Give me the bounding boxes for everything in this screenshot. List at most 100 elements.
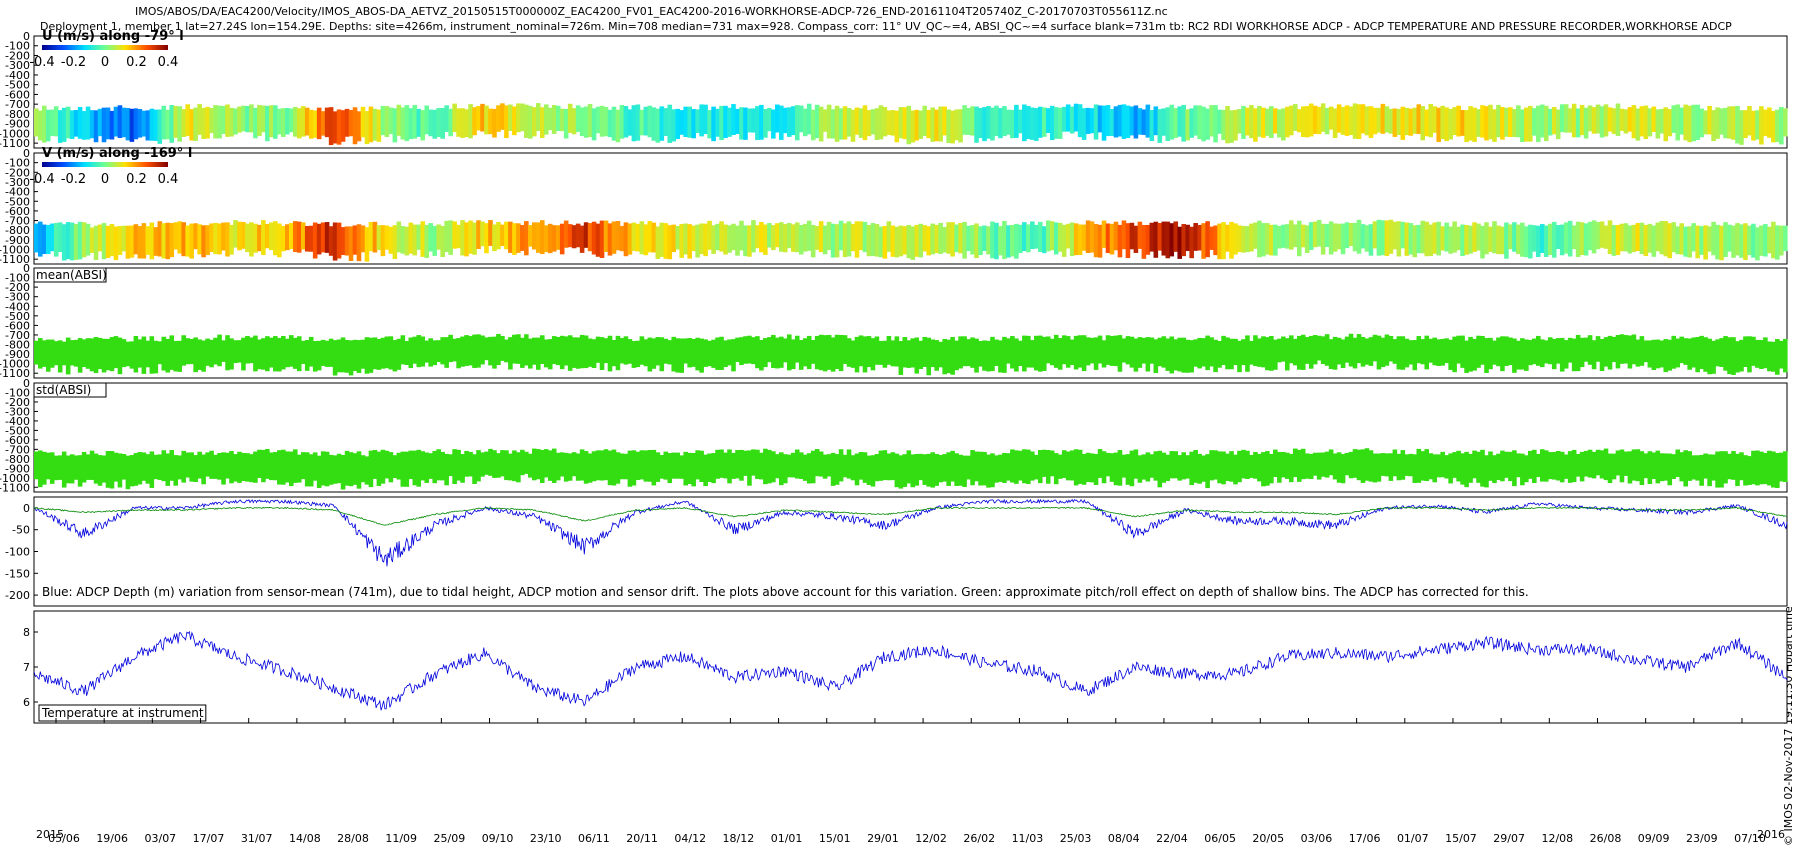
heatmap-column (1603, 225, 1609, 249)
absi-column (711, 453, 716, 484)
absi-column (703, 454, 708, 487)
absi-column (707, 453, 712, 483)
heatmap-column (1225, 106, 1230, 144)
absi-column (1675, 449, 1681, 478)
absi-column (404, 451, 410, 487)
absi-column (659, 454, 665, 479)
heatmap-column (1412, 225, 1418, 258)
absi-column (1261, 336, 1266, 368)
heatmap-column (1041, 226, 1047, 254)
absi-column (1699, 335, 1704, 370)
heatmap-column (209, 107, 214, 134)
absi-column (1121, 454, 1127, 478)
heatmap-column (1360, 224, 1366, 249)
absi-column (241, 337, 246, 371)
absi-column (1400, 336, 1406, 370)
heatmap-column (1205, 108, 1210, 140)
heatmap-column (45, 224, 51, 255)
absi-column (1197, 453, 1202, 484)
y-tick-label: -700 (5, 215, 30, 228)
heatmap-column (1468, 225, 1473, 254)
absi-column (1476, 335, 1481, 368)
heatmap-column (1157, 222, 1163, 251)
heatmap-column (408, 108, 414, 140)
x-tick-label: 25/09 (434, 832, 466, 845)
heatmap-column (882, 107, 888, 137)
heatmap-column (1615, 103, 1621, 136)
heatmap-column (1703, 225, 1708, 260)
heatmap-column (1149, 222, 1155, 252)
absi-column (1388, 453, 1394, 481)
absi-column (1691, 455, 1696, 480)
absi-column (974, 451, 979, 482)
absi-column (1731, 451, 1736, 480)
heatmap-column (902, 226, 908, 255)
heatmap-column (416, 108, 422, 137)
heatmap-column (213, 222, 218, 255)
heatmap-column (1233, 109, 1238, 141)
heatmap-column (974, 223, 979, 259)
heatmap-column (1400, 106, 1406, 140)
heatmap-column (1137, 108, 1143, 135)
heatmap-column (1631, 224, 1637, 253)
absi-column (751, 449, 756, 476)
y-tick-label: -1000 (0, 358, 30, 371)
absi-column (149, 451, 155, 488)
absi-column (571, 452, 577, 477)
absi-column (830, 337, 836, 372)
absi-column (663, 451, 669, 480)
heatmap-column (532, 107, 537, 137)
absi-column (37, 450, 43, 488)
absi-column (1583, 337, 1589, 362)
absi-column (157, 341, 163, 365)
absi-column (1261, 452, 1266, 487)
heatmap-column (1599, 106, 1605, 138)
heatmap-column (340, 110, 346, 142)
absi-column (412, 450, 418, 486)
absi-column (1300, 334, 1306, 370)
absi-column (838, 334, 844, 372)
absi-column (1169, 336, 1175, 374)
heatmap-column (388, 226, 394, 254)
absi-column (1587, 449, 1593, 478)
heatmap-column (1691, 223, 1696, 252)
colorbar-gradient (42, 45, 168, 50)
heatmap-column (1281, 108, 1286, 141)
x-tick-label: 01/01 (771, 832, 803, 845)
absi-column (300, 340, 306, 364)
heatmap-column (1292, 104, 1298, 131)
absi-column (1277, 452, 1282, 483)
panel-5: 0-50-100-150-200 Blue: ADCP Depth (m) var… (5, 496, 1788, 607)
absi-column (65, 337, 71, 375)
absi-column (1113, 335, 1119, 367)
y-tick-label: -700 (5, 443, 30, 456)
absi-column (1320, 452, 1326, 477)
heatmap-column (388, 107, 394, 135)
heatmap-column (225, 104, 230, 137)
x-tick-label: 31/07 (241, 832, 273, 845)
absi-column (1213, 450, 1218, 480)
heatmap-column (1277, 109, 1282, 138)
heatmap-column (205, 106, 210, 139)
heatmap-column (53, 222, 59, 257)
heatmap-column (1344, 105, 1350, 136)
heatmap-column (1356, 104, 1362, 140)
heatmap-column (910, 226, 916, 260)
absi-column (623, 453, 629, 480)
absi-column (854, 336, 860, 373)
absi-column (1512, 338, 1517, 373)
absi-column (348, 340, 354, 376)
absi-column (1727, 337, 1732, 375)
heatmap-column (1396, 108, 1402, 136)
heatmap-column (571, 225, 577, 249)
heatmap-column (1269, 224, 1274, 256)
heatmap-column (982, 107, 987, 142)
absi-column (1101, 451, 1107, 484)
absi-column (1253, 451, 1258, 479)
absi-column (814, 335, 820, 370)
absi-column (651, 338, 657, 369)
heatmap-column (217, 223, 222, 255)
absi-column (611, 339, 617, 367)
heatmap-column (567, 103, 573, 133)
heatmap-column (890, 225, 896, 257)
